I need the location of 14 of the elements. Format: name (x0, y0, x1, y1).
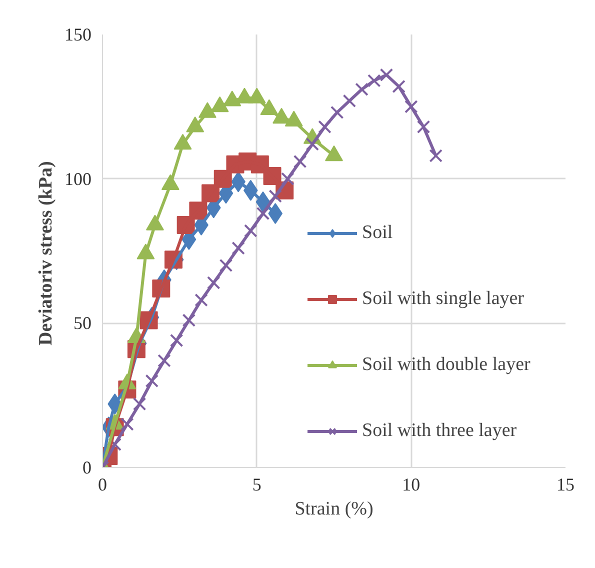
x-tick-label: 5 (252, 474, 262, 494)
x-axis-title: Strain (%) (294, 498, 374, 520)
legend-label: Soil (362, 222, 393, 244)
legend-label: Soil with double layer (362, 354, 530, 376)
y-tick-label: 100 (64, 168, 92, 189)
legend-label: Soil with three layer (362, 420, 517, 442)
x-tick-label: 15 (556, 474, 574, 494)
legend-label: Soil with single layer (362, 288, 524, 310)
y-tick-label: 0 (82, 458, 92, 478)
x-tick-label: 10 (402, 474, 420, 494)
y-tick-label: 150 (64, 24, 92, 44)
y-axis-title: Deviatoriv stress (kPa) (36, 161, 56, 346)
x-tick-label: 0 (98, 474, 107, 494)
y-tick-label: 50 (74, 313, 92, 334)
